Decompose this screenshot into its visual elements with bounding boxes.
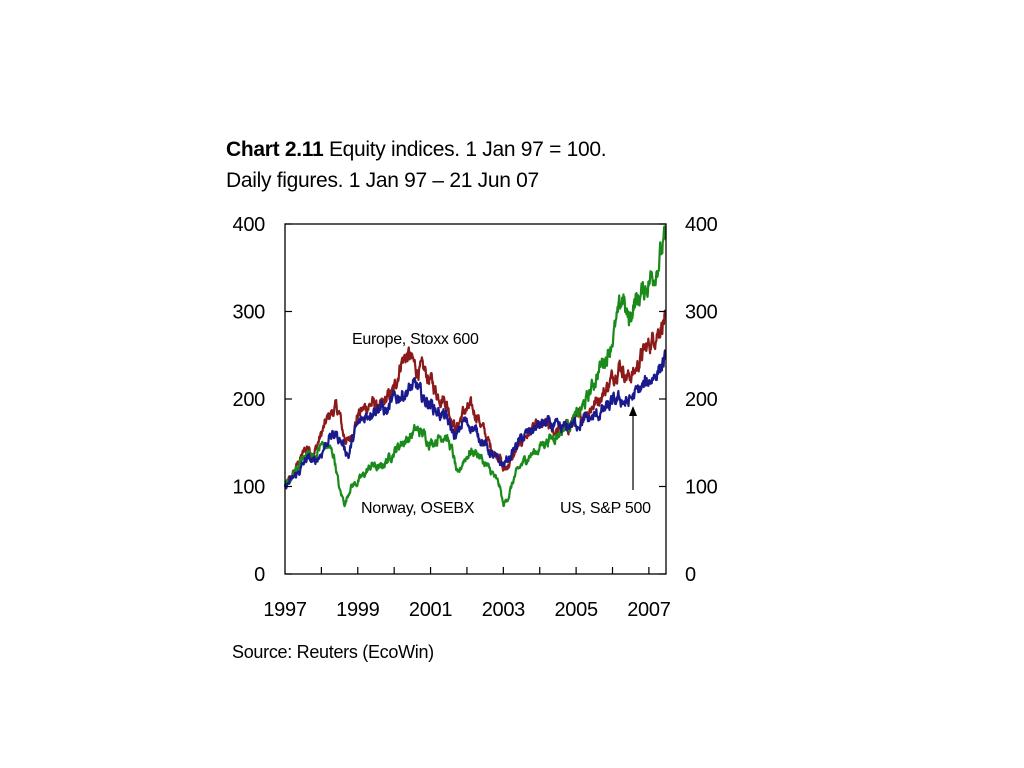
y-tick-label-right: 100 bbox=[685, 477, 718, 499]
chart-subtitle: Daily figures. 1 Jan 97 – 21 Jun 07 bbox=[226, 169, 539, 192]
y-tick-label-left: 100 bbox=[233, 477, 266, 499]
x-tick-label: 2001 bbox=[409, 599, 452, 621]
plot-frame bbox=[284, 223, 667, 575]
y-tick-label-left: 300 bbox=[233, 302, 266, 324]
title-line-1: Chart 2.11 Equity indices. 1 Jan 97 = 10… bbox=[226, 134, 607, 165]
x-tick-label: 2003 bbox=[482, 599, 525, 621]
x-tick-label: 2007 bbox=[627, 599, 670, 621]
y-tick-label-right: 0 bbox=[685, 564, 696, 586]
series-line-us bbox=[283, 349, 667, 490]
series-line-norway bbox=[283, 225, 667, 508]
axes-layer: 0 0 100 100 200 200 300 300 400 400 1997 1999 2001 20… bbox=[233, 214, 718, 621]
x-tick-label: 2005 bbox=[554, 599, 597, 621]
title-bold: Chart 2.11 bbox=[226, 138, 324, 161]
series-layer bbox=[283, 225, 667, 508]
chart-title: Chart 2.11 Equity indices. 1 Jan 97 = 10… bbox=[226, 134, 607, 196]
source-note: Source: Reuters (EcoWin) bbox=[232, 642, 434, 662]
y-tick-label-left: 200 bbox=[233, 389, 266, 411]
x-tick-label: 1997 bbox=[263, 599, 306, 621]
label-norway: Norway, OSEBX bbox=[361, 500, 475, 517]
y-tick-label-right: 400 bbox=[685, 214, 718, 236]
title-rest: Equity indices. 1 Jan 97 = 100. bbox=[328, 138, 607, 161]
y-tick-label-right: 300 bbox=[685, 302, 718, 324]
y-tick-label-right: 200 bbox=[685, 389, 718, 411]
y-tick-label-left: 0 bbox=[254, 564, 265, 586]
series-line-europe bbox=[284, 309, 667, 489]
label-us: US, S&P 500 bbox=[560, 500, 651, 517]
label-europe: Europe, Stoxx 600 bbox=[352, 331, 479, 348]
y-tick-label-left: 400 bbox=[233, 214, 266, 236]
x-tick-label: 1999 bbox=[336, 599, 379, 621]
us-arrow-head bbox=[629, 406, 637, 416]
annotation-layer: Europe, Stoxx 600 Norway, OSEBX US, S&P 50… bbox=[352, 331, 651, 517]
